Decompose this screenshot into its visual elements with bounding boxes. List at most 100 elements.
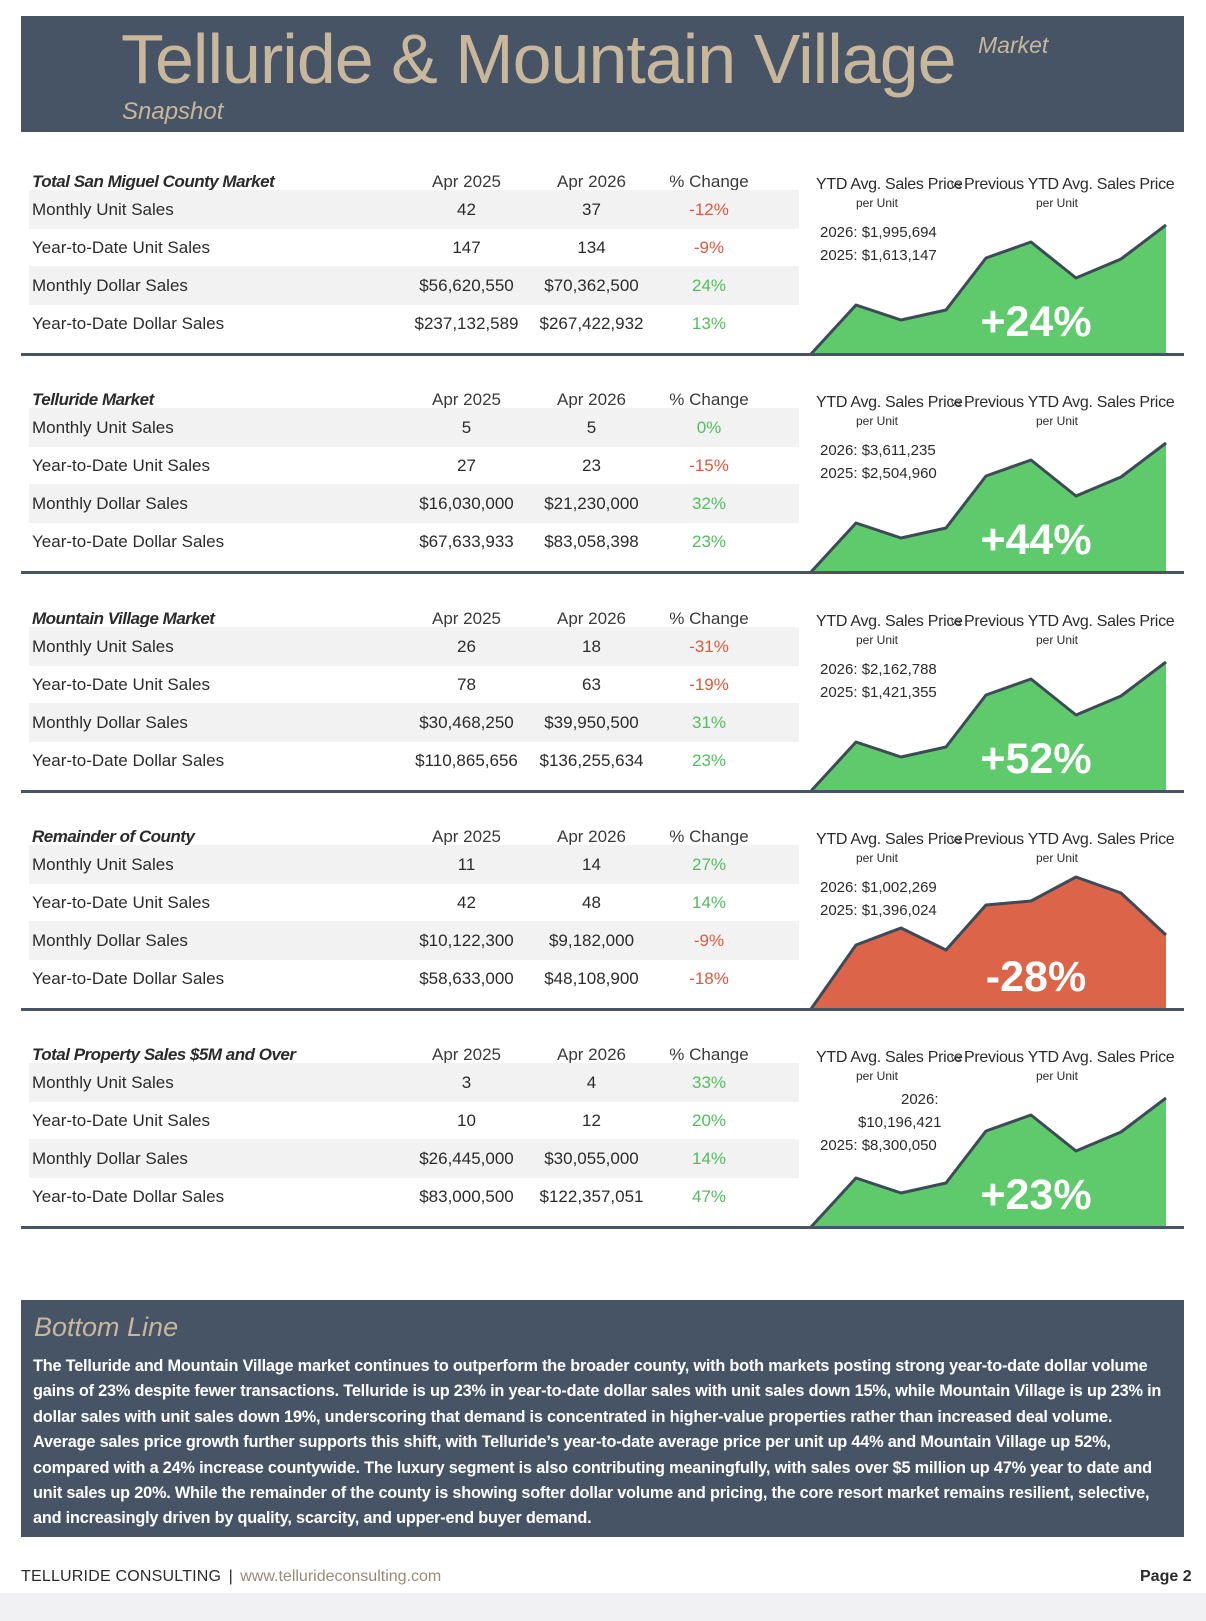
value-apr-2026: $267,422,932 [539, 314, 644, 333]
value-apr-2026: $48,108,900 [544, 969, 639, 988]
value-apr-2026: $122,357,051 [539, 1187, 644, 1206]
market-section: Remainder of County Apr 2025 Apr 2026 % Cha… [21, 815, 1184, 1041]
pct-change: 14% [691, 1149, 727, 1168]
bottom-line-title: Bottom Line [34, 1312, 179, 1342]
value-apr-2026: $136,255,634 [539, 751, 644, 770]
value-apr-2025: 42 [457, 893, 476, 912]
col-header-apr-2026: Apr 2026 [557, 1045, 626, 1064]
chart-line [809, 441, 1167, 574]
avg-price-chart: YTD Avg. Sales Price vs Previous YTD Avg. … [796, 597, 1184, 797]
row-label: Monthly Unit Sales [32, 1073, 174, 1092]
row-label: Monthly Dollar Sales [32, 931, 188, 950]
section-title: Telluride Market [32, 390, 154, 409]
chart-label-vs: vs [951, 180, 961, 191]
chart-line [809, 660, 1167, 793]
chart-2026-value: 2026: $3,611,235 [820, 442, 936, 459]
value-apr-2025: 147 [452, 238, 481, 257]
chart-2025-value: 2025: $8,300,050 [820, 1137, 937, 1154]
table-row: Year-to-Date Unit Sales 42 48 14% [29, 883, 799, 922]
pct-change: -9% [693, 931, 725, 950]
col-header-apr-2026: Apr 2026 [557, 172, 626, 191]
value-apr-2026: $21,230,000 [544, 494, 639, 513]
col-header-pct-change: % Change [669, 390, 749, 409]
section-title: Mountain Village Market [32, 609, 215, 628]
footer-url-link[interactable]: www.tellurideconsulting.com [240, 1568, 442, 1585]
section-divider [21, 1008, 1184, 1011]
chart-label-ytd: YTD Avg. Sales Price [816, 176, 963, 193]
chart-per-unit-right: per Unit [1036, 196, 1079, 210]
chart-area [811, 1098, 1166, 1227]
chart-line [809, 875, 1168, 1010]
table-row: Monthly Unit Sales 3 4 33% [29, 1063, 799, 1102]
value-apr-2026: $39,950,500 [544, 713, 639, 732]
chart-pct-change: -28% [985, 953, 1087, 1001]
pct-change: -15% [689, 456, 729, 475]
value-apr-2025: $16,030,000 [419, 494, 514, 513]
value-apr-2025: 11 [457, 855, 476, 874]
table-row: Year-to-Date Dollar Sales $67,633,933 $83,… [29, 522, 799, 561]
chart-area [811, 662, 1166, 791]
chart-label-vs: vs [951, 835, 961, 846]
value-apr-2026: 48 [582, 893, 601, 912]
value-apr-2025: 27 [457, 456, 476, 475]
avg-price-chart: YTD Avg. Sales Price vs Previous YTD Avg. … [796, 160, 1184, 360]
table-row: Monthly Dollar Sales $16,030,000 $21,230,0… [29, 484, 799, 523]
chart-per-unit-left: per Unit [856, 1069, 899, 1083]
pct-change: -12% [689, 200, 729, 219]
col-header-apr-2025: Apr 2025 [432, 609, 501, 628]
chart-label-previous-ytd: Previous YTD Avg. Sales Price [964, 176, 1175, 193]
footer-brand: TELLURIDE CONSULTING [21, 1568, 222, 1585]
col-header-apr-2026: Apr 2026 [557, 827, 626, 846]
value-apr-2025: $30,468,250 [419, 713, 514, 732]
value-apr-2025: 26 [457, 637, 476, 656]
chart-label-vs: vs [951, 617, 961, 628]
chart-per-unit-left: per Unit [856, 414, 899, 428]
chart-2026-label: 2026: [901, 1091, 939, 1108]
chart-per-unit-right: per Unit [1036, 1069, 1079, 1083]
chart-2026-value: 2026: $1,002,269 [820, 879, 937, 896]
col-header-apr-2025: Apr 2025 [432, 390, 501, 409]
chart-pct-change: +52% [980, 735, 1092, 783]
chart-per-unit-left: per Unit [856, 633, 899, 647]
value-apr-2025: $237,132,589 [414, 314, 519, 333]
table-row: Year-to-Date Dollar Sales $110,865,656 $13… [29, 741, 799, 780]
chart-label-previous-ytd: Previous YTD Avg. Sales Price [964, 831, 1175, 848]
pct-change: 31% [691, 713, 727, 732]
pct-change: 27% [691, 855, 727, 874]
pct-change: 20% [691, 1111, 727, 1130]
chart-area [811, 225, 1166, 354]
value-apr-2026: 12 [582, 1111, 601, 1130]
chart-2026-value: 2026: $1,995,694 [820, 224, 937, 241]
market-section: Mountain Village Market Apr 2025 Apr 2026%… [21, 597, 1184, 823]
row-label: Year-to-Date Dollar Sales [32, 532, 225, 551]
page-title: Telluride & Mountain Village [121, 20, 957, 98]
table-row: Year-to-Date Unit Sales 10 12 20% [29, 1101, 799, 1140]
table-row: Monthly Unit Sales 42 37 -12% [29, 190, 799, 229]
value-apr-2026: 14 [582, 855, 601, 874]
row-label: Year-to-Date Dollar Sales [32, 751, 225, 770]
col-header-apr-2025: Apr 2025 [432, 827, 501, 846]
chart-label-ytd: YTD Avg. Sales Price [816, 394, 963, 411]
title-snapshot: Snapshot [122, 98, 224, 125]
pct-change: -19% [689, 675, 729, 694]
chart-line [809, 1096, 1167, 1229]
row-label: Monthly Unit Sales [32, 418, 174, 437]
table-row: Year-to-Date Unit Sales 78 63 -19% [29, 665, 799, 704]
section-divider [21, 353, 1184, 356]
row-label: Monthly Dollar Sales [32, 276, 188, 295]
chart-2025-value: 2025: $2,504,960 [820, 465, 937, 482]
value-apr-2026: 5 [586, 418, 597, 437]
chart-2025-value: 2025: $1,396,024 [820, 902, 937, 919]
value-apr-2026: 63 [582, 675, 601, 694]
col-header-pct-change: % Change [669, 172, 749, 191]
value-apr-2025: $110,865,656 [415, 751, 518, 770]
pct-change: 0% [696, 418, 722, 437]
table-header: Total Property Sales $5M and Over Apr 202… [29, 1033, 799, 1072]
row-label: Year-to-Date Dollar Sales [32, 1187, 225, 1206]
value-apr-2025: $58,633,000 [419, 969, 514, 988]
row-label: Year-to-Date Dollar Sales [32, 314, 225, 333]
col-header-apr-2026: Apr 2026 [557, 390, 626, 409]
col-header-pct-change: % Change [669, 609, 749, 628]
chart-per-unit-left: per Unit [856, 196, 899, 210]
pct-change: 24% [691, 276, 727, 295]
